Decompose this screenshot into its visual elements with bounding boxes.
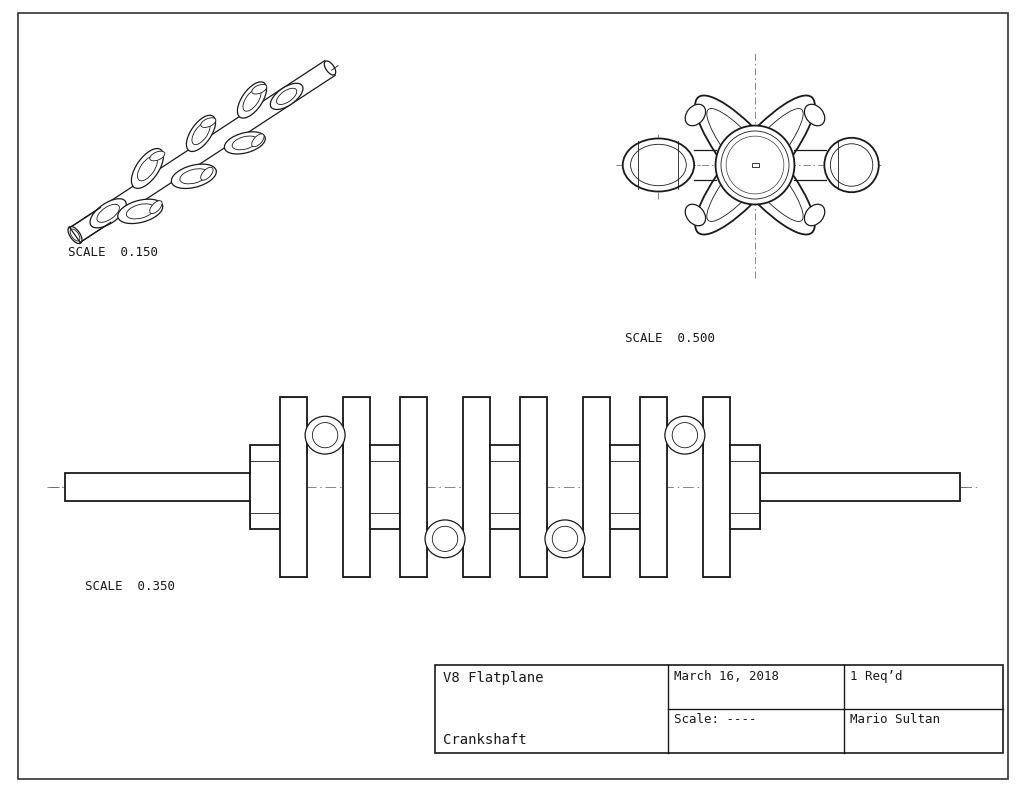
Bar — [400, 397, 427, 577]
Ellipse shape — [201, 118, 216, 127]
Bar — [640, 397, 667, 577]
Ellipse shape — [68, 226, 82, 244]
Bar — [520, 397, 547, 577]
Bar — [463, 397, 489, 577]
Ellipse shape — [186, 115, 215, 152]
Ellipse shape — [90, 199, 126, 228]
Bar — [370, 445, 400, 529]
Circle shape — [824, 138, 879, 192]
Ellipse shape — [665, 416, 705, 454]
Ellipse shape — [252, 85, 267, 94]
Bar — [65, 473, 250, 501]
Ellipse shape — [685, 104, 706, 126]
Bar — [489, 445, 520, 529]
Text: V8 Flatplane: V8 Flatplane — [443, 671, 544, 685]
Bar — [435, 665, 1002, 753]
Ellipse shape — [325, 61, 336, 75]
Text: SCALE  0.500: SCALE 0.500 — [625, 332, 715, 345]
Ellipse shape — [695, 96, 815, 234]
Bar — [703, 397, 730, 577]
Ellipse shape — [201, 167, 213, 180]
Ellipse shape — [707, 108, 803, 221]
Ellipse shape — [805, 204, 824, 225]
Text: SCALE  0.150: SCALE 0.150 — [68, 246, 158, 259]
Bar — [343, 397, 370, 577]
Ellipse shape — [685, 204, 706, 225]
Ellipse shape — [305, 416, 345, 454]
Ellipse shape — [805, 104, 824, 126]
Text: Mario Sultan: Mario Sultan — [850, 713, 940, 726]
Ellipse shape — [238, 81, 266, 118]
Text: SCALE  0.350: SCALE 0.350 — [85, 580, 175, 593]
Bar — [583, 397, 609, 577]
Ellipse shape — [425, 520, 465, 558]
Ellipse shape — [118, 199, 163, 224]
Text: 1 Req’d: 1 Req’d — [850, 670, 902, 683]
Ellipse shape — [224, 132, 265, 154]
Bar — [760, 473, 961, 501]
Ellipse shape — [171, 164, 216, 188]
Text: March 16, 2018: March 16, 2018 — [674, 670, 779, 683]
Text: Crankshaft: Crankshaft — [443, 733, 526, 747]
Ellipse shape — [270, 83, 303, 109]
Bar — [609, 445, 640, 529]
Bar — [281, 397, 307, 577]
Bar — [752, 163, 759, 167]
Ellipse shape — [131, 149, 164, 188]
Ellipse shape — [695, 96, 815, 234]
Ellipse shape — [150, 151, 165, 161]
Ellipse shape — [150, 201, 162, 214]
Bar — [730, 445, 760, 529]
Ellipse shape — [623, 138, 694, 191]
Ellipse shape — [545, 520, 585, 558]
Text: Scale: ----: Scale: ---- — [674, 713, 757, 726]
Ellipse shape — [707, 108, 803, 221]
Circle shape — [716, 126, 795, 204]
Ellipse shape — [252, 134, 264, 147]
Bar — [250, 445, 281, 529]
